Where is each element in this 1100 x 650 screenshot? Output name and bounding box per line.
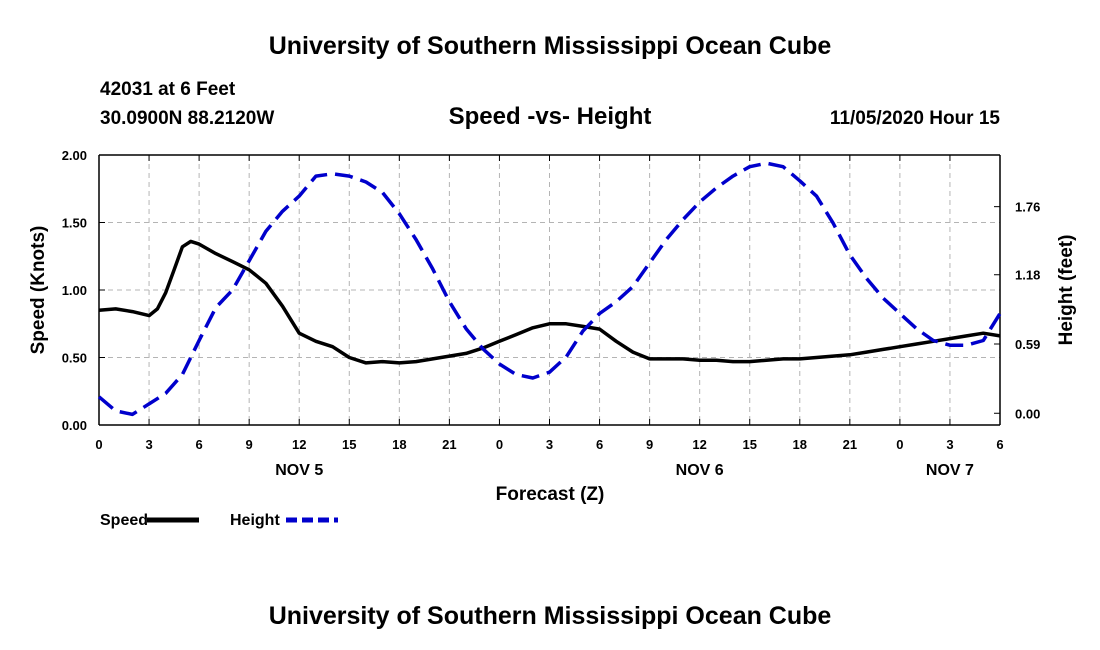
x-tick-label: 6 [195, 437, 202, 452]
height-series-line [97, 161, 1002, 417]
x-tick-label: 0 [95, 437, 102, 452]
x-tick-label: 15 [742, 437, 756, 452]
y2-tick-label: 1.18 [1015, 268, 1040, 283]
y2-axis-title: Height (feet) [1056, 235, 1077, 346]
x-tick-label: 3 [546, 437, 553, 452]
station-label: 42031 at 6 Feet [100, 79, 236, 100]
axis-labels: 0 3 6 9 12 15 18 21 0 3 6 9 12 15 18 21 0 3 6 0.00 0.50 1.00 1… [62, 148, 1041, 479]
header-title: University of Southern Mississippi Ocean… [269, 32, 832, 60]
grid-lines [99, 155, 1000, 425]
x-tick-label: 0 [496, 437, 503, 452]
y-tick-label: 1.50 [62, 216, 87, 231]
y-tick-label: 0.00 [62, 418, 87, 433]
x-axis-title: Forecast (Z) [496, 484, 605, 505]
x-tick-label: 18 [793, 437, 807, 452]
day-label: NOV 7 [926, 462, 974, 479]
chart-subtitle: Speed -vs- Height [449, 103, 652, 130]
y2-tick-label: 0.59 [1015, 337, 1040, 352]
y-tick-label: 2.00 [62, 148, 87, 163]
height-legend-label: Height [230, 512, 280, 529]
x-tick-label: 0 [896, 437, 903, 452]
y-axis-title: Speed (Knots) [28, 226, 49, 355]
day-label: NOV 5 [275, 462, 323, 479]
x-tick-label: 9 [646, 437, 653, 452]
x-tick-label: 12 [292, 437, 306, 452]
y2-tick-label: 1.76 [1015, 200, 1040, 215]
x-tick-label: 18 [392, 437, 406, 452]
x-tick-label: 6 [996, 437, 1003, 452]
day-label: NOV 6 [676, 462, 724, 479]
x-tick-label: 15 [342, 437, 356, 452]
station-coords: 30.0900N 88.2120W [100, 108, 274, 129]
legend: Speed Height [100, 512, 338, 529]
y-tick-label: 0.50 [62, 351, 87, 366]
x-tick-label: 3 [145, 437, 152, 452]
forecast-timestamp: 11/05/2020 Hour 15 [830, 108, 1000, 129]
x-tick-label: 21 [843, 437, 857, 452]
footer-title: University of Southern Mississippi Ocean… [269, 602, 832, 630]
x-tick-label: 9 [246, 437, 253, 452]
axes [98, 154, 1001, 426]
speed-legend-label: Speed [100, 512, 148, 529]
y2-tick-label: 0.00 [1015, 406, 1040, 421]
x-tick-label: 12 [692, 437, 706, 452]
x-tick-label: 3 [946, 437, 953, 452]
y-tick-label: 1.00 [62, 283, 87, 298]
data-series [97, 161, 1002, 417]
x-tick-label: 6 [596, 437, 603, 452]
x-tick-label: 21 [442, 437, 456, 452]
speed-series-line [98, 239, 1001, 365]
